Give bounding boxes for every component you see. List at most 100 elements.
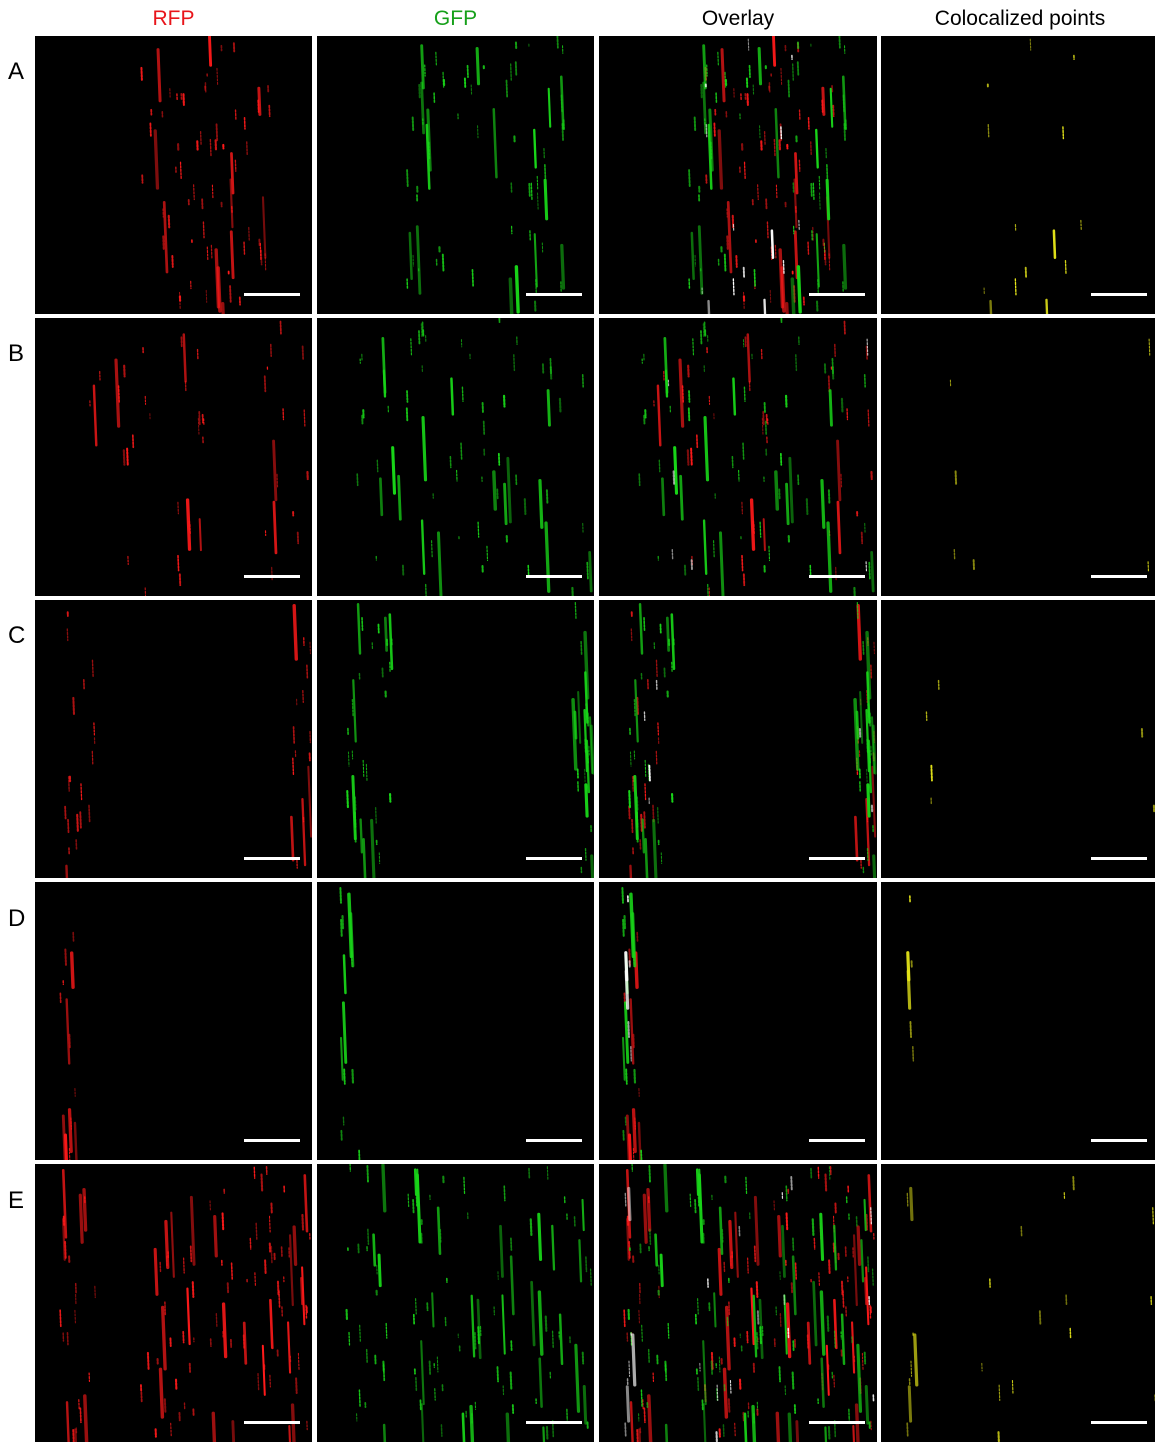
gfp-signal	[868, 785, 869, 816]
micrograph-image	[35, 36, 312, 314]
gfp-signal	[500, 1226, 502, 1276]
rfp-signal	[644, 1195, 646, 1242]
rfp-signal	[270, 1300, 272, 1348]
colocalized-signal	[625, 1193, 626, 1206]
gfp-signal	[642, 1325, 643, 1341]
gfp-signal	[708, 585, 709, 596]
gfp-signal	[540, 481, 542, 528]
gfp-signal	[592, 856, 593, 878]
gfp-signal	[873, 1269, 874, 1285]
gfp-signal	[821, 1214, 823, 1259]
rfp-signal	[870, 1305, 871, 1318]
rfp-signal	[261, 1174, 262, 1191]
rfp-signal	[658, 386, 660, 446]
rfp-signal	[277, 474, 278, 488]
gfp-signal	[413, 1200, 414, 1213]
gfp-signal	[422, 83, 424, 133]
gfp-signal	[407, 170, 408, 187]
rfp-signal	[209, 36, 210, 65]
gfp-signal	[539, 1292, 541, 1354]
rfp-signal	[752, 500, 754, 549]
scale-bar	[244, 1139, 300, 1142]
rfp-signal	[780, 1314, 781, 1328]
gfp-signal	[516, 267, 518, 312]
scale-bar	[244, 857, 300, 860]
gfp-signal	[546, 1317, 547, 1331]
scale-bar	[809, 1421, 865, 1424]
gfp-signal	[348, 752, 349, 766]
gfp-signal	[798, 62, 799, 76]
scale-bar	[526, 575, 582, 578]
rfp-signal	[232, 1263, 233, 1279]
gfp-signal	[733, 379, 734, 415]
gfp-signal	[461, 443, 462, 459]
panel-c-colocalized	[881, 600, 1155, 878]
rfp-signal	[308, 767, 311, 837]
rfp-signal	[127, 449, 128, 465]
colocalized-signal	[907, 1423, 908, 1436]
colocalized-signal	[631, 1047, 632, 1061]
gfp-signal	[744, 387, 745, 401]
rfp-signal	[829, 1260, 830, 1273]
rfp-signal	[644, 1408, 645, 1422]
micrograph-image	[881, 36, 1155, 314]
rfp-signal	[181, 162, 182, 178]
gfp-signal	[816, 130, 817, 167]
colocalized-signal	[911, 1361, 912, 1376]
micrograph-image	[317, 36, 594, 314]
rfp-signal	[289, 1426, 290, 1442]
gfp-signal	[701, 85, 702, 98]
gfp-signal	[623, 1038, 625, 1080]
row-label-d: D	[8, 905, 30, 933]
gfp-signal	[511, 1257, 513, 1314]
gfp-signal	[704, 1404, 706, 1442]
gfp-signal	[419, 85, 420, 98]
colocalized-signal	[633, 1335, 635, 1385]
gfp-signal	[478, 522, 479, 537]
panel-a-gfp	[317, 36, 594, 314]
panel-a-rfp	[35, 36, 312, 314]
rfp-signal	[80, 812, 81, 827]
rfp-signal	[730, 1222, 732, 1268]
micrograph-image	[599, 600, 877, 878]
gfp-signal	[376, 808, 377, 823]
panel-c-overlay	[599, 600, 877, 878]
gfp-signal	[443, 72, 444, 87]
gfp-signal	[368, 1229, 369, 1244]
gfp-signal	[631, 894, 633, 956]
gfp-signal	[807, 499, 808, 514]
gfp-signal	[372, 820, 375, 878]
rfp-signal	[296, 1378, 297, 1393]
micrograph-image	[599, 36, 877, 314]
gfp-signal	[819, 176, 820, 189]
gfp-signal	[681, 476, 683, 519]
rfp-signal	[691, 449, 692, 465]
gfp-signal	[745, 1414, 747, 1442]
gfp-signal	[634, 1070, 635, 1083]
gfp-signal	[344, 1069, 345, 1083]
rfp-signal	[727, 1307, 729, 1368]
rfp-signal	[203, 222, 204, 238]
gfp-signal	[547, 1167, 548, 1181]
rfp-signal	[70, 1110, 72, 1152]
panel-e-colocalized	[881, 1164, 1155, 1442]
gfp-signal	[419, 331, 420, 344]
gfp-signal	[585, 740, 586, 753]
gfp-signal	[352, 1070, 353, 1083]
rfp-signal	[763, 412, 764, 425]
rfp-signal	[255, 1273, 256, 1286]
gfp-signal	[581, 642, 582, 655]
gfp-signal	[796, 355, 797, 371]
rfp-signal	[630, 866, 632, 878]
rfp-signal	[787, 304, 789, 314]
gfp-signal	[511, 64, 512, 80]
rfp-signal	[729, 1399, 730, 1412]
gfp-signal	[472, 270, 473, 287]
gfp-signal	[586, 785, 587, 816]
gfp-signal	[665, 1165, 667, 1211]
rfp-signal	[77, 815, 78, 832]
gfp-signal	[587, 563, 588, 579]
gfp-signal	[505, 484, 507, 524]
gfp-signal	[719, 1357, 720, 1372]
gfp-signal	[535, 234, 537, 286]
